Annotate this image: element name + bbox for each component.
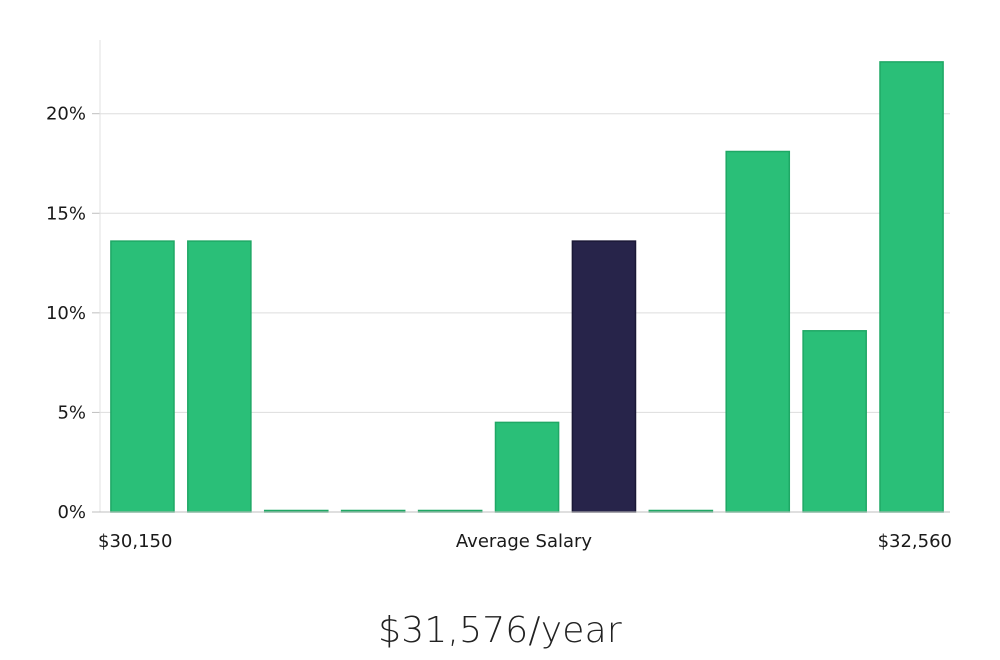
x-label-max: $32,560 [878, 531, 952, 552]
histogram-svg: 0% 5% 10% 15% 20% $30,150 Average Salary $32,56… [46, 40, 952, 552]
bar-average-salary [571, 240, 637, 513]
y-tick-label: 15% [46, 203, 86, 224]
y-tick-label: 0% [57, 502, 86, 523]
x-label-center: Average Salary [456, 531, 593, 552]
bar-10 [802, 330, 867, 513]
y-tick-label: 20% [46, 104, 86, 125]
bar-11 [879, 61, 944, 513]
bar-2 [187, 240, 252, 513]
salary-histogram: 0% 5% 10% 15% 20% $30,150 Average Salary $32,56… [46, 40, 952, 552]
bar-1 [110, 240, 175, 513]
y-tick-label: 10% [46, 303, 86, 324]
bar-6 [494, 421, 560, 513]
x-label-min: $30,150 [98, 531, 172, 552]
y-tick-label: 5% [57, 402, 86, 423]
bar-9 [725, 150, 791, 513]
average-salary-value: $31,576/year [378, 610, 622, 651]
